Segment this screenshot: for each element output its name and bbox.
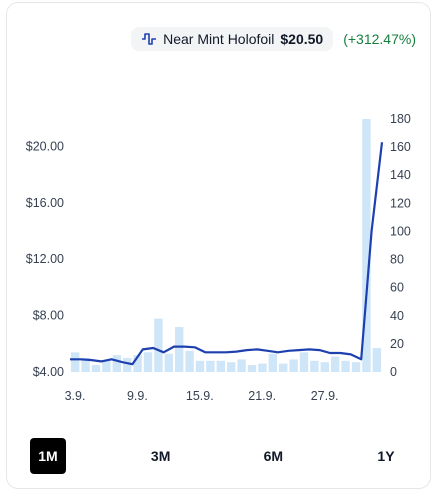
volume-bar (237, 359, 246, 372)
volume-bar (91, 365, 101, 372)
y-right-tick: 40 (390, 309, 404, 323)
y-right-tick: 180 (390, 112, 411, 126)
range-3m[interactable]: 3M (150, 448, 171, 464)
volume-bar (81, 357, 90, 372)
volume-bar (331, 356, 340, 372)
volume-bar (206, 360, 215, 372)
volume-bar (112, 355, 121, 372)
y-right-tick: 160 (390, 140, 411, 154)
variant-label: Near Mint Holofoil (163, 31, 275, 47)
price-history-card: Near Mint Holofoil $20.50 (+312.47%) (6, 2, 431, 489)
y-right-tick: 0 (390, 365, 397, 379)
x-tick: 27.9. (311, 389, 339, 403)
price-chart: $4.00 $8.00 $12.00 $16.00 $20.00 0 20 40 60 80 100… (26, 112, 411, 403)
x-tick: 3.9. (65, 389, 86, 403)
volume-bar (351, 362, 361, 372)
volume-bar (216, 360, 225, 372)
price-chart-icon (141, 32, 157, 46)
x-tick: 21.9. (248, 389, 276, 403)
volume-bar (247, 365, 257, 372)
volume-bar (341, 360, 350, 372)
volume-bar (185, 350, 194, 372)
price-header: Near Mint Holofoil $20.50 (+312.47%) (131, 27, 416, 51)
y-right-tick: 60 (390, 281, 404, 295)
volume-bar (299, 352, 309, 372)
volume-bar (362, 119, 371, 372)
current-price: $20.50 (280, 31, 324, 47)
price-change: (+312.47%) (343, 31, 416, 47)
y-right-tick: 120 (390, 196, 411, 210)
volume-bar (310, 360, 319, 372)
volume-bar (175, 327, 184, 372)
y-right-tick: 140 (390, 168, 411, 182)
variant-pill[interactable]: Near Mint Holofoil $20.50 (131, 27, 334, 51)
volume-bar (123, 357, 132, 372)
volume-bar (143, 352, 153, 372)
y-left-tick: $12.00 (26, 252, 64, 266)
range-1m[interactable]: 1M (30, 438, 66, 474)
volume-bar (227, 362, 236, 372)
range-6m[interactable]: 6M (263, 448, 284, 464)
volume-bar (164, 353, 173, 372)
volume-bar (133, 355, 142, 372)
time-range-selector: 1M 3M 6M 1Y (30, 438, 404, 474)
range-1y[interactable]: 1Y (377, 448, 395, 464)
price-line (70, 142, 384, 366)
x-tick: 15.9. (186, 389, 214, 403)
volume-bar (258, 363, 267, 372)
y-right-tick: 80 (390, 253, 404, 267)
y-right-tick: 20 (390, 337, 404, 351)
volume-bar (71, 352, 80, 372)
volume-bar (154, 318, 163, 372)
volume-bar (279, 363, 288, 372)
x-tick: 9.9. (127, 389, 148, 403)
y-left-tick: $16.00 (26, 196, 64, 210)
volume-bar (195, 360, 205, 372)
y-left-tick: $4.00 (33, 365, 64, 379)
volume-bar (289, 359, 298, 372)
volume-bar (372, 348, 381, 372)
y-right-tick: 100 (390, 224, 411, 238)
volume-bar (102, 360, 111, 372)
y-left-tick: $20.00 (26, 139, 64, 153)
volume-bar (320, 362, 329, 372)
y-left-tick: $8.00 (33, 309, 64, 323)
volume-bar (268, 353, 277, 372)
